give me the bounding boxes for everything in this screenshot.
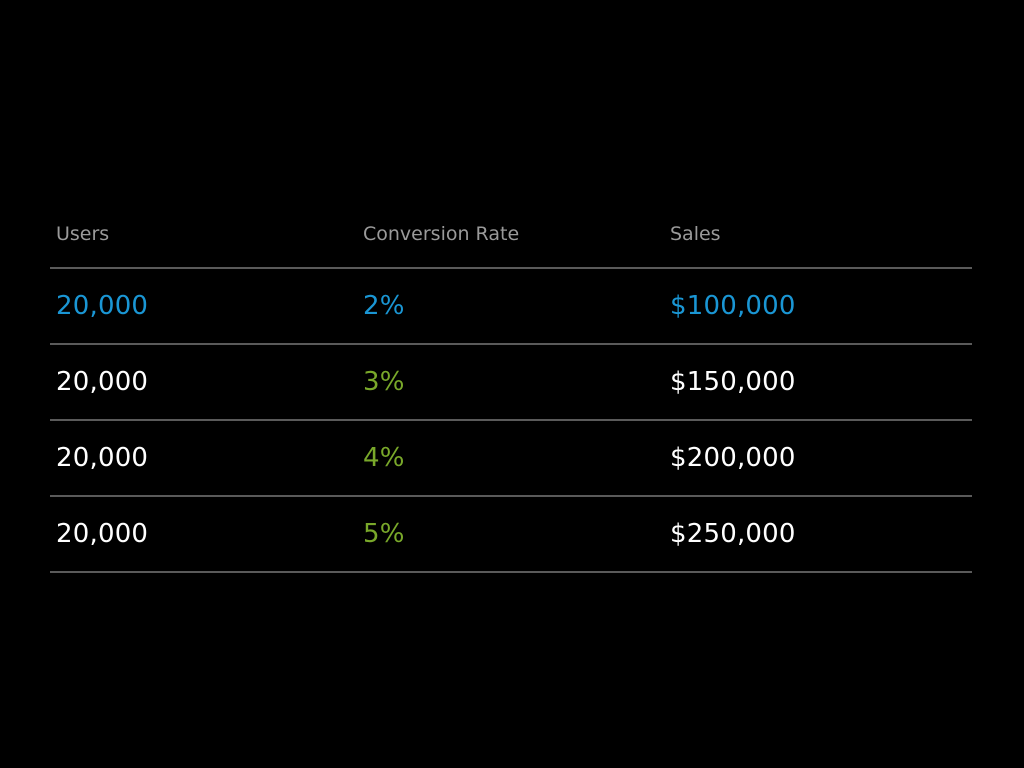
cell-users: 20,000 (56, 443, 149, 473)
header-sales: Sales (670, 222, 721, 245)
cell-conversion-rate: 3% (363, 367, 405, 397)
cell-users: 20,000 (56, 291, 149, 321)
header-conversion-rate: Conversion Rate (363, 222, 520, 245)
cell-conversion-rate: 5% (363, 519, 405, 549)
cell-sales: $150,000 (670, 367, 796, 397)
table-header-row: Users Conversion Rate Sales (50, 200, 972, 269)
data-table: Users Conversion Rate Sales 20,000 2% $1… (50, 200, 972, 573)
cell-sales: $200,000 (670, 443, 796, 473)
table-row: 20,000 2% $100,000 (50, 269, 972, 345)
header-users: Users (56, 222, 110, 245)
table-row: 20,000 4% $200,000 (50, 421, 972, 497)
cell-sales: $250,000 (670, 519, 796, 549)
cell-users: 20,000 (56, 519, 149, 549)
cell-conversion-rate: 4% (363, 443, 405, 473)
cell-conversion-rate: 2% (363, 291, 405, 321)
table-row: 20,000 5% $250,000 (50, 497, 972, 573)
cell-sales: $100,000 (670, 291, 796, 321)
table-row: 20,000 3% $150,000 (50, 345, 972, 421)
cell-users: 20,000 (56, 367, 149, 397)
